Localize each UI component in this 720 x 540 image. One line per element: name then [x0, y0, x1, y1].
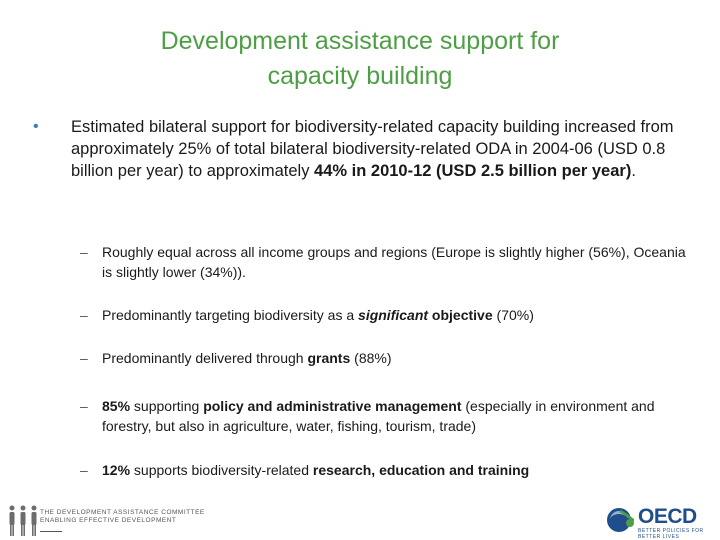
sub-bullet-2-bold-italic: significant [358, 307, 429, 323]
sub-bullet-3-pre: Predominantly delivered through [102, 350, 308, 366]
sub-bullet-1: – Roughly equal across all income groups… [80, 242, 690, 282]
sub-bullet-2-bold: objective [428, 307, 493, 323]
sub-bullet-4-post: (especially in environment and forestry,… [102, 398, 655, 434]
sub-bullet-3-text: Predominantly delivered through grants (… [102, 348, 690, 368]
oecd-wordmark: OECD [638, 505, 697, 528]
main-bullet-text-part1: Estimated bilateral support for biodiver… [71, 118, 674, 180]
oecd-globe-icon [607, 508, 635, 532]
main-bullet-text: Estimated bilateral support for biodiver… [71, 116, 693, 182]
sub-bullet-2-pre: Predominantly targeting biodiversity as … [102, 307, 359, 323]
sub-bullet-2: – Predominantly targeting biodiversity a… [80, 305, 690, 325]
dac-line-2: ENABLING EFFECTIVE DEVELOPMENT [40, 517, 177, 524]
bullet-marker: • [33, 118, 39, 135]
sub-bullet-1-text: Roughly equal across all income groups a… [102, 244, 686, 280]
sub-bullet-5: – 12% supports biodiversity-related rese… [80, 460, 690, 480]
sub-bullet-4-bold2: policy and administrative management [203, 398, 462, 414]
sub-bullet-5-bold1: 12% [102, 462, 131, 478]
main-bullet: • Estimated bilateral support for biodiv… [33, 116, 693, 182]
title-line-2: capacity building [267, 62, 453, 90]
sub-bullet-3: – Predominantly delivered through grants… [80, 348, 690, 368]
sub-bullet-2-post: (70%) [492, 307, 534, 323]
title-line-1: Development assistance support for [160, 27, 560, 55]
dac-underline [40, 531, 62, 532]
sub-bullet-5-mid: supports biodiversity-related [130, 462, 313, 478]
slide-title: Development assistance support for capac… [60, 24, 660, 94]
sub-bullet-5-text: 12% supports biodiversity-related resear… [102, 460, 690, 480]
dash-marker: – [80, 462, 88, 478]
dash-marker: – [80, 244, 88, 260]
dac-figures-logo [9, 505, 37, 536]
dash-marker: – [80, 307, 88, 323]
sub-bullet-5-bold2: research, education and training [312, 462, 530, 478]
oecd-tagline: BETTER POLICIES FOR BETTER LIVES [638, 528, 704, 540]
sub-bullet-4-bold1: 85% [102, 398, 131, 414]
dac-line-1: THE DEVELOPMENT ASSISTANCE COMMITTEE [40, 509, 205, 516]
sub-bullet-4-text: 85% supporting policy and administrative… [102, 396, 690, 436]
sub-bullet-2-text: Predominantly targeting biodiversity as … [102, 305, 690, 325]
dash-marker: – [80, 398, 88, 414]
sub-bullet-3-bold: grants [307, 350, 351, 366]
main-bullet-text-bold: 44% in 2010-12 (USD 2.5 billion per year… [314, 162, 632, 180]
dac-text: THE DEVELOPMENT ASSISTANCE COMMITTEE ENA… [40, 509, 205, 532]
main-bullet-text-end: . [631, 162, 636, 180]
sub-bullet-3-post: (88%) [350, 350, 392, 366]
dash-marker: – [80, 350, 88, 366]
sub-bullet-4-mid: supporting [130, 398, 204, 414]
sub-bullet-4: – 85% supporting policy and administrati… [80, 396, 690, 436]
